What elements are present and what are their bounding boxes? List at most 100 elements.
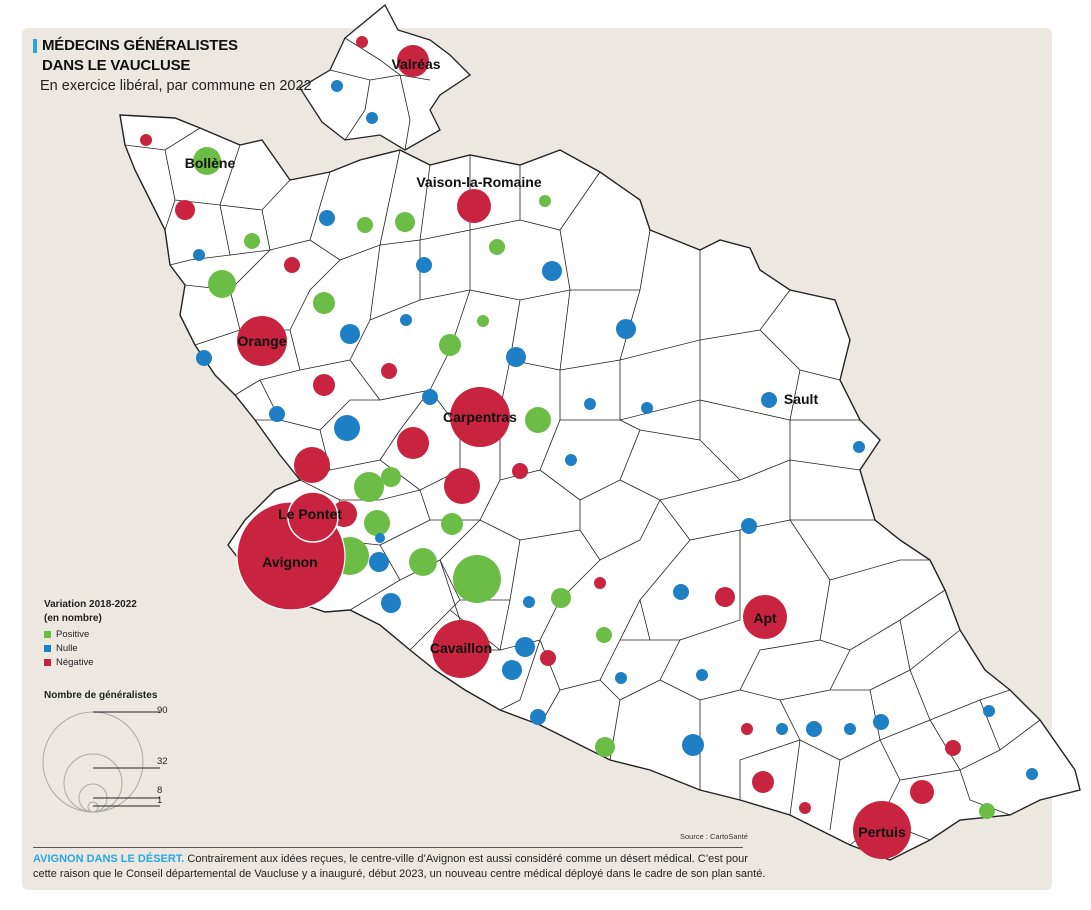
circle-negative	[752, 771, 774, 793]
circle-bollene	[193, 147, 221, 175]
circle-nulle	[696, 669, 708, 681]
circle-positive	[354, 472, 384, 502]
circle-negative	[910, 780, 934, 804]
commune-circles	[140, 36, 1038, 819]
circle-positive	[244, 233, 260, 249]
label-vaison: Vaison-la-Romaine	[416, 174, 541, 190]
circle-negative	[294, 447, 330, 483]
size-legend	[42, 711, 160, 813]
circle-nulle	[1026, 768, 1038, 780]
circle-valreas	[397, 45, 429, 77]
circle-nulle	[416, 257, 432, 273]
circle-nulle	[422, 389, 438, 405]
circle-negative	[945, 740, 961, 756]
circle-nulle	[983, 705, 995, 717]
circle-nulle	[369, 552, 389, 572]
circle-negative	[444, 468, 480, 504]
circle-nulle	[319, 210, 335, 226]
circle-negative	[356, 36, 368, 48]
circle-positive	[441, 513, 463, 535]
circle-negative	[381, 363, 397, 379]
label-valreas: Valréas	[391, 56, 440, 72]
circle-positive	[477, 315, 489, 327]
circle-nulle	[400, 314, 412, 326]
legend-variation-unit: (en nombre)	[44, 613, 102, 624]
circle-nulle	[616, 319, 636, 339]
circle-nulle	[334, 415, 360, 441]
circle-positive	[539, 195, 551, 207]
size-label-32: 32	[157, 756, 168, 767]
circle-nulle	[193, 249, 205, 261]
city-labels: Valréas Bollène Vaison-la-Romaine Orange…	[185, 56, 906, 840]
circle-negative	[284, 257, 300, 273]
circle-nulle	[584, 398, 596, 410]
circle-positive	[596, 627, 612, 643]
labeled-circles	[193, 45, 911, 859]
label-apt: Apt	[753, 610, 777, 626]
circle-positive	[409, 548, 437, 576]
circle-negative	[799, 802, 811, 814]
circle-nulle	[615, 672, 627, 684]
circle-nulle	[741, 518, 757, 534]
label-le-pontet: Le Pontet	[278, 506, 342, 522]
label-carpentras: Carpentras	[443, 409, 517, 425]
circle-nulle	[269, 406, 285, 422]
circle-positive	[551, 588, 571, 608]
circle-positive	[489, 239, 505, 255]
circle-cavaillon	[432, 620, 490, 678]
map-subtitle: En exercice libéral, par commune en 2022	[40, 78, 312, 94]
circle-nulle	[673, 584, 689, 600]
circle-nulle	[523, 596, 535, 608]
legend-item-negative: Négative	[44, 657, 94, 668]
circle-negative	[313, 374, 335, 396]
title-line-2: DANS LE VAUCLUSE	[42, 57, 191, 74]
circle-positive	[525, 407, 551, 433]
circle-negative	[512, 463, 528, 479]
source-note: Source : CartoSanté	[680, 832, 748, 841]
circle-orange	[237, 316, 287, 366]
circle-nulle	[641, 402, 653, 414]
circle-nulle	[366, 112, 378, 124]
circle-positive	[439, 334, 461, 356]
legend-label-positive: Positive	[56, 629, 90, 640]
legend-variation-title: Variation 2018-2022	[44, 599, 137, 610]
circle-nulle	[844, 723, 856, 735]
circle-positive	[453, 555, 501, 603]
legend-size-title: Nombre de généralistes	[44, 690, 158, 701]
swatch-positive	[44, 631, 51, 638]
circle-nulle	[873, 714, 889, 730]
circle-positive	[364, 510, 390, 536]
circle-negative	[715, 587, 735, 607]
swatch-nulle	[44, 645, 51, 652]
circle-negative	[741, 723, 753, 735]
map-title: MÉDECINS GÉNÉRALISTES DANS LE VAUCLUSE	[42, 36, 238, 76]
circle-pertuis	[853, 801, 911, 859]
size-label-1: 1	[157, 795, 163, 806]
label-avignon: Avignon	[262, 554, 317, 570]
label-orange: Orange	[237, 333, 286, 349]
circle-positive	[208, 270, 236, 298]
circle-positive	[357, 217, 373, 233]
caption-lead: AVIGNON DANS LE DÉSERT.	[33, 853, 185, 865]
circle-negative	[175, 200, 195, 220]
circle-positive	[313, 292, 335, 314]
title-line-1: MÉDECINS GÉNÉRALISTES	[42, 37, 238, 54]
circle-positive	[381, 467, 401, 487]
circle-nulle	[381, 593, 401, 613]
circle-positive	[979, 803, 995, 819]
circle-nulle	[196, 350, 212, 366]
circle-positive	[395, 212, 415, 232]
label-cavaillon: Cavaillon	[430, 640, 492, 656]
circle-nulle	[515, 637, 535, 657]
legend-label-negative: Négative	[56, 657, 94, 668]
circle-negative	[397, 427, 429, 459]
circle-nulle	[682, 734, 704, 756]
circle-nulle	[331, 80, 343, 92]
circle-nulle	[776, 723, 788, 735]
caption-divider	[33, 847, 743, 848]
circle-negative	[540, 650, 556, 666]
caption: AVIGNON DANS LE DÉSERT. Contrairement au…	[33, 852, 773, 882]
circle-nulle	[506, 347, 526, 367]
circle-negative	[140, 134, 152, 146]
